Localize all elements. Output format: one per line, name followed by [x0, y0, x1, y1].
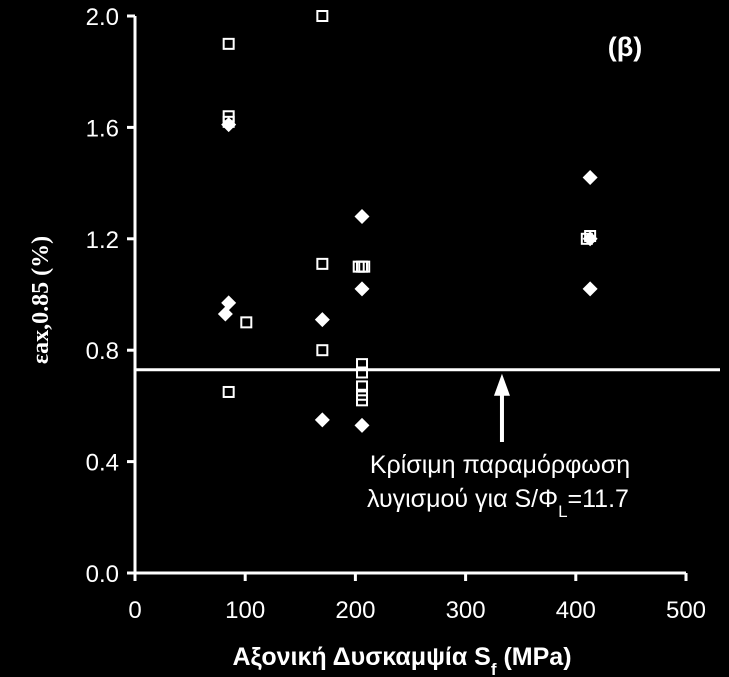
square-point — [356, 394, 369, 407]
y-tick-label: 1.2 — [86, 227, 119, 254]
x-tick-label: 100 — [225, 597, 265, 624]
square-point — [316, 10, 329, 22]
x-tick-label: 400 — [556, 597, 596, 624]
y-tick-label: 0.8 — [86, 338, 119, 365]
square-point — [240, 316, 253, 329]
annotation-line1: Κρίσιμη παραμόρφωση — [370, 451, 630, 479]
diamond-point — [314, 412, 330, 428]
square-point — [222, 115, 235, 128]
y-tick-label: 0.4 — [86, 450, 119, 477]
x-tick-label: 0 — [128, 597, 141, 624]
diamond-point — [354, 417, 370, 433]
square-point — [358, 260, 371, 273]
square-point — [580, 232, 593, 245]
diamond-point — [582, 170, 598, 186]
diamond-point — [354, 209, 370, 225]
square-point — [316, 344, 329, 357]
x-tick-label: 200 — [335, 597, 375, 624]
y-tick-label: 2.0 — [86, 4, 119, 31]
x-axis-label: Αξονική Δυσκαμψία Sf (MPa) — [232, 643, 571, 677]
square-point — [356, 366, 369, 379]
panel-label: (β) — [608, 32, 642, 62]
diamond-point — [314, 312, 330, 328]
annotation-line2: λυγισμού για S/ΦL=11.7 — [367, 485, 629, 521]
annotation-arrowhead — [493, 373, 510, 396]
y-tick-label: 0.0 — [86, 561, 119, 588]
diamond-point — [221, 295, 237, 311]
diamond-point — [354, 281, 370, 297]
x-tick-label: 500 — [666, 597, 706, 624]
diamond-point — [217, 306, 233, 322]
square-point — [222, 385, 235, 398]
diamond-point — [582, 281, 598, 297]
square-point — [316, 257, 329, 270]
x-tick-label: 300 — [446, 597, 486, 624]
y-axis-label: εax,0.85 (%) — [28, 236, 54, 364]
square-point — [356, 380, 369, 393]
square-point — [584, 230, 597, 243]
diamond-point — [582, 231, 598, 247]
square-point — [222, 37, 235, 50]
y-tick-label: 1.6 — [86, 115, 119, 142]
square-point — [356, 358, 369, 371]
